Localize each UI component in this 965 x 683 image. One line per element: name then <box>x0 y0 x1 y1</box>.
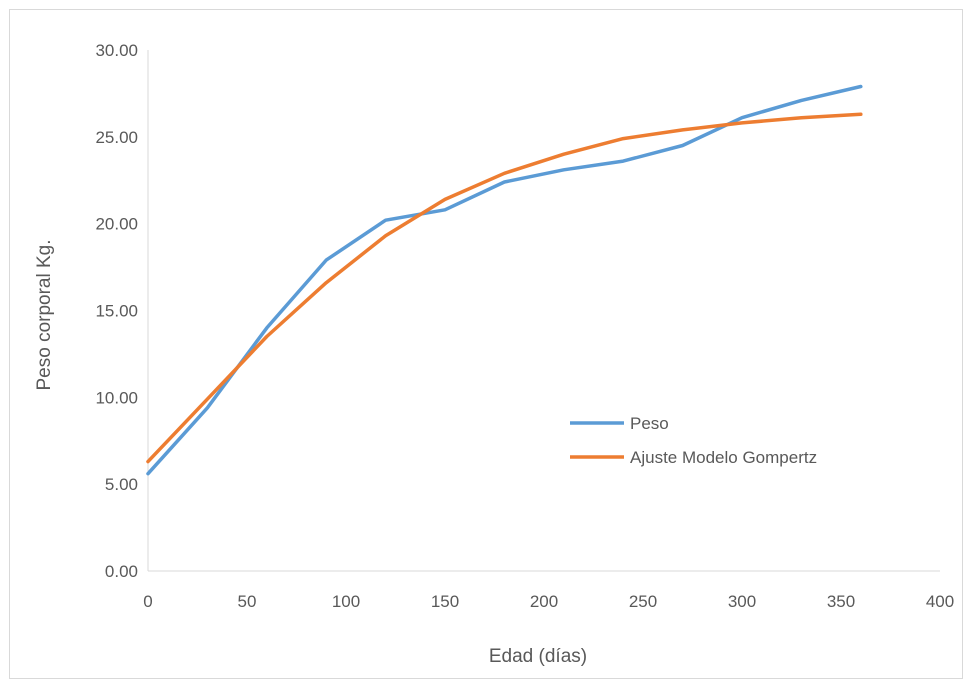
series-lines <box>146 84 863 476</box>
y-tick-label: 15.00 <box>95 302 138 321</box>
series-line-gompertz <box>146 112 863 464</box>
x-tick-label: 0 <box>143 592 152 611</box>
legend-label: Ajuste Modelo Gompertz <box>630 448 817 467</box>
x-tick-label: 150 <box>431 592 459 611</box>
x-tick-label: 400 <box>926 592 954 611</box>
x-tick-label: 350 <box>827 592 855 611</box>
y-axis-title: Peso corporal Kg. <box>34 239 55 390</box>
chart-frame: 0.00 5.00 10.00 15.00 20.00 25.00 30.00 0 50 100… <box>9 9 963 679</box>
line-chart: 0.00 5.00 10.00 15.00 20.00 25.00 30.00 0 50 100… <box>34 41 954 667</box>
y-tick-label: 0.00 <box>105 562 138 581</box>
y-tick-label: 10.00 <box>95 388 138 407</box>
x-tick-label: 250 <box>629 592 657 611</box>
legend: Peso Ajuste Modelo Gompertz <box>570 414 817 467</box>
axes <box>147 50 940 572</box>
x-axis-title: Edad (días) <box>489 646 587 667</box>
x-tick-labels: 0 50 100 150 200 250 300 350 400 <box>143 592 954 611</box>
x-tick-label: 100 <box>332 592 360 611</box>
x-tick-label: 50 <box>238 592 257 611</box>
y-tick-labels: 0.00 5.00 10.00 15.00 20.00 25.00 30.00 <box>95 41 138 581</box>
y-tick-label: 25.00 <box>95 128 138 147</box>
y-tick-label: 5.00 <box>105 475 138 494</box>
x-tick-label: 200 <box>530 592 558 611</box>
legend-label: Peso <box>630 414 669 433</box>
x-tick-label: 300 <box>728 592 756 611</box>
series-line-peso <box>146 84 863 476</box>
y-tick-label: 20.00 <box>95 215 138 234</box>
y-tick-label: 30.00 <box>95 41 138 60</box>
